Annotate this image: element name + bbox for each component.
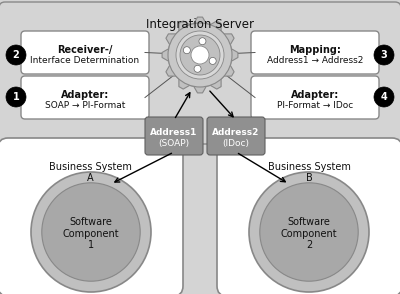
Text: Address2: Address2	[212, 128, 260, 137]
FancyBboxPatch shape	[145, 117, 203, 155]
Polygon shape	[162, 17, 238, 93]
Text: Software: Software	[70, 217, 112, 227]
Text: Software: Software	[288, 217, 330, 227]
FancyBboxPatch shape	[21, 76, 149, 119]
FancyBboxPatch shape	[0, 138, 183, 294]
Text: 4: 4	[381, 92, 387, 102]
Text: Adapter:: Adapter:	[291, 90, 339, 100]
Circle shape	[168, 23, 232, 87]
Text: 2: 2	[306, 240, 312, 250]
Text: Component: Component	[281, 229, 337, 239]
Text: Address1: Address1	[150, 128, 198, 137]
FancyBboxPatch shape	[217, 138, 400, 294]
Circle shape	[180, 35, 220, 75]
Circle shape	[260, 183, 358, 281]
Text: Business System: Business System	[268, 162, 351, 172]
Text: Receiver-/: Receiver-/	[57, 45, 113, 55]
Text: Integration Server: Integration Server	[146, 18, 254, 31]
FancyBboxPatch shape	[251, 76, 379, 119]
FancyBboxPatch shape	[21, 31, 149, 74]
Circle shape	[6, 45, 26, 65]
Text: 1: 1	[13, 92, 19, 102]
Circle shape	[42, 183, 140, 281]
Circle shape	[194, 65, 201, 72]
Circle shape	[374, 87, 394, 107]
Circle shape	[31, 172, 151, 292]
Text: Mapping:: Mapping:	[289, 45, 341, 55]
Text: (IDoc): (IDoc)	[222, 139, 250, 148]
Circle shape	[249, 172, 369, 292]
Text: 3: 3	[381, 50, 387, 60]
Circle shape	[374, 45, 394, 65]
Circle shape	[6, 87, 26, 107]
Text: (SOAP): (SOAP)	[158, 139, 190, 148]
FancyBboxPatch shape	[207, 117, 265, 155]
Text: PI-Format → IDoc: PI-Format → IDoc	[277, 101, 353, 110]
Circle shape	[183, 47, 190, 54]
Text: B: B	[306, 173, 313, 183]
Text: Address1 → Address2: Address1 → Address2	[267, 56, 363, 65]
Text: Component: Component	[63, 229, 119, 239]
Text: SOAP → PI-Format: SOAP → PI-Format	[45, 101, 125, 110]
Text: 2: 2	[13, 50, 19, 60]
Circle shape	[191, 46, 209, 64]
Text: Interface Determination: Interface Determination	[30, 56, 140, 65]
FancyBboxPatch shape	[0, 2, 400, 144]
Text: Business System: Business System	[49, 162, 132, 172]
Text: A: A	[87, 173, 94, 183]
FancyBboxPatch shape	[251, 31, 379, 74]
Circle shape	[199, 38, 206, 45]
Text: Adapter:: Adapter:	[61, 90, 109, 100]
Text: 1: 1	[88, 240, 94, 250]
Circle shape	[209, 57, 216, 64]
Circle shape	[176, 31, 224, 79]
